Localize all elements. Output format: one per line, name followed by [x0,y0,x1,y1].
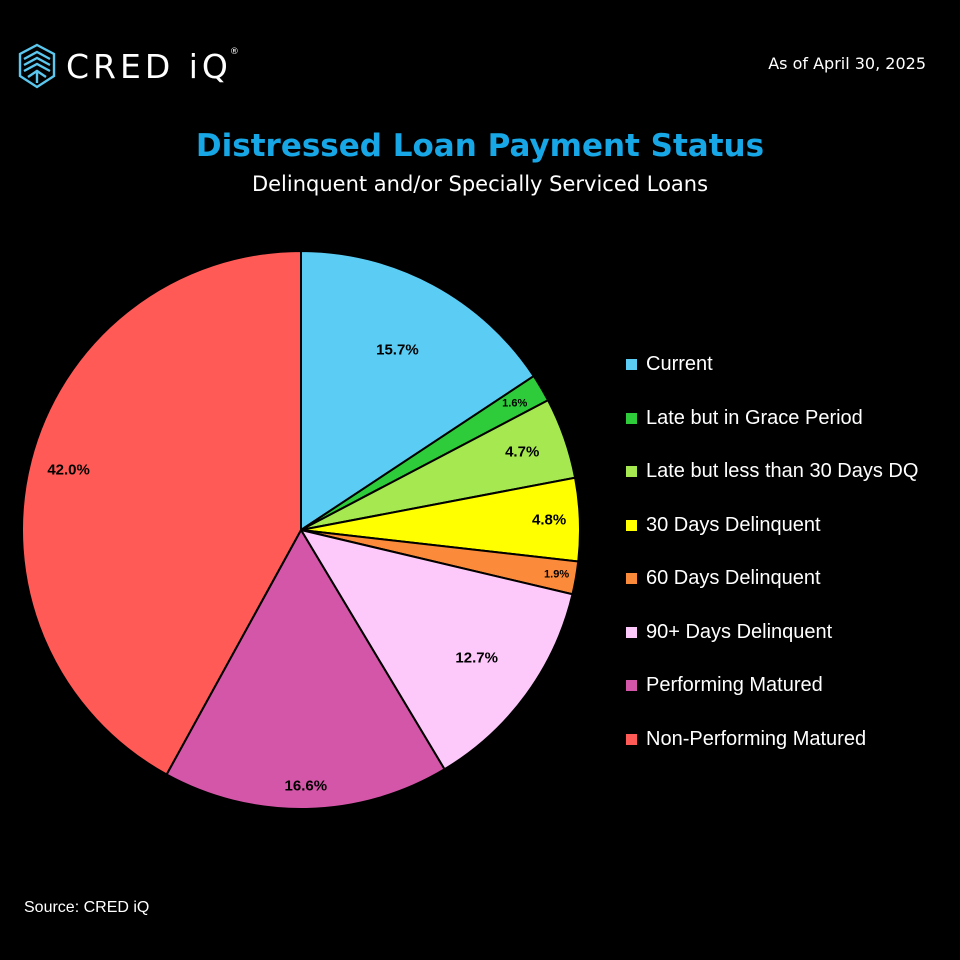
legend-swatch [626,466,637,478]
legend-label: 90+ Days Delinquent [646,620,833,643]
data-label-5: 1.9% [544,569,569,581]
source-note: Source: CRED iQ [24,899,150,916]
legend-label: Late but less than 30 Days DQ [646,460,919,483]
legend-item: Performing Matured [626,659,918,713]
pie-slice-7 [165,529,446,810]
legend-swatch [626,733,637,745]
legend-label: Non-Performing Matured [646,727,867,750]
data-label-3: 4.7% [505,444,539,461]
cube-logo-icon [18,43,56,89]
as-of-date: As of April 30, 2025 [768,54,926,73]
pie-slice-8 [21,250,302,776]
legend-swatch [626,626,637,638]
logo-wordmark: CRED iQ® [66,46,239,86]
legend-item: 60 Days Delinquent [626,552,918,606]
legend-item: 90+ Days Delinquent [626,606,918,660]
legend-swatch [626,573,637,585]
legend-swatch [626,680,637,692]
data-label-1: 15.7% [376,342,419,359]
legend-item: Non-Performing Matured [626,713,918,767]
legend-item: Current [626,338,918,392]
legend-label: 30 Days Delinquent [646,513,821,536]
legend-item: Late but in Grace Period [626,392,918,446]
legend-swatch [626,359,637,371]
pie-slice-1 [300,250,535,531]
legend-label: Performing Matured [646,674,823,697]
chart-title: Distressed Loan Payment Status [195,128,765,164]
data-label-4: 4.8% [532,512,566,529]
chart-subtitle: Delinquent and/or Specially Serviced Loa… [251,172,709,196]
legend-label: Late but in Grace Period [646,406,863,429]
data-label-2: 1.6% [502,398,527,410]
data-label-6: 12.7% [455,649,498,666]
legend-swatch [626,519,637,531]
data-label-8: 42.0% [47,461,90,478]
data-label-7: 16.6% [285,778,328,795]
legend-swatch [626,412,637,424]
legend-label: 60 Days Delinquent [646,567,821,590]
legend-label: Current [646,353,713,376]
legend-item: Late but less than 30 Days DQ [626,445,918,499]
legend-item: 30 Days Delinquent [626,499,918,553]
brand-logo: CRED iQ® [18,42,239,90]
chart-legend: Current Late but in Grace Period Late but … [626,338,918,766]
pie-slice-6 [300,529,574,771]
